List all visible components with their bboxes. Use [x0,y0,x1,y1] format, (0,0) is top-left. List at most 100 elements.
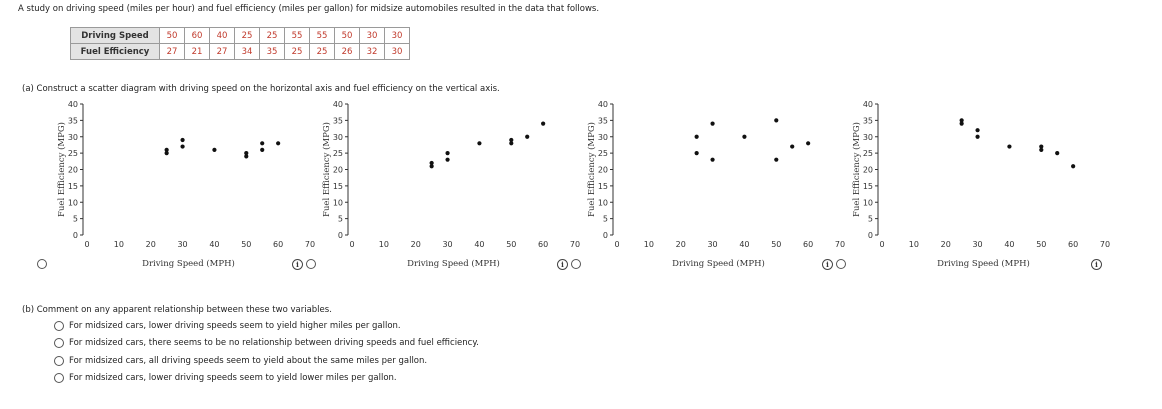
data-point [975,134,980,139]
y-tick-label: 15 [598,182,608,191]
data-point [180,137,185,143]
y-tick-label: 10 [68,198,78,207]
table-cell: 30 [384,27,410,44]
table-cell: 25 [309,43,335,60]
radio-button[interactable] [54,373,64,383]
data-table: Driving Speed 50 60 40 25 25 55 55 50 30… [70,27,410,60]
plot-radio-2[interactable] [306,259,316,269]
y-tick-label: 0 [868,231,873,240]
x-tick-label: 40 [474,240,484,249]
option-label: For midsized cars, there seems to be no … [69,338,479,348]
table-cell: 25 [259,27,285,44]
data-point [790,144,795,149]
answer-option-3[interactable]: For midsized cars, all driving speeds se… [54,356,427,366]
scatter-svg: 0 5 10 15 20 25 30 35 40 0 10 20 30 40 50 60 70 Fuel Effi… [56,100,315,269]
table-cell: 30 [359,27,385,44]
scatter-plot-option-2: 0 5 10 15 20 25 30 35 40 0 10 20 30 40 50 60 70 Fuel Effi… [315,96,585,276]
scatter-svg: 0 5 10 15 20 25 30 35 40 0 10 20 30 40 50 60 70 Fuel Effi… [586,100,845,269]
table-cell: 60 [184,27,210,44]
plot-radio-3[interactable] [571,259,581,269]
x-tick-label: 0 [614,240,619,249]
table-cell: 25 [284,43,310,60]
data-point [975,128,980,133]
x-tick-label: 50 [241,240,251,249]
answer-option-1[interactable]: For midsized cars, lower driving speeds … [54,321,401,331]
x-tick-label: 40 [1004,240,1014,249]
y-tick-label: 35 [333,116,343,125]
answer-option-4[interactable]: For midsized cars, lower driving speeds … [54,373,397,383]
y-tick-label: 5 [338,215,343,224]
scatter-plot-option-3: 0 5 10 15 20 25 30 35 40 0 10 20 30 40 50 60 70 Fuel Effi… [580,96,850,276]
info-icon[interactable]: i [292,259,303,270]
data-point [260,147,265,152]
plot-radio-4[interactable] [836,259,846,269]
x-tick-label: 50 [1036,240,1046,249]
data-point [806,141,811,146]
intro-text: A study on driving speed (miles per hour… [18,4,600,14]
y-tick-label: 35 [598,116,608,125]
data-point [710,157,715,162]
x-tick-label: 70 [305,240,315,249]
answer-option-2[interactable]: For midsized cars, there seems to be no … [54,338,479,348]
x-tick-label: 70 [570,240,580,249]
x-tick-label: 60 [273,240,283,249]
x-tick-label: 50 [506,240,516,249]
info-icon[interactable]: i [822,259,833,270]
data-point [429,160,434,166]
option-label: For midsized cars, all driving speeds se… [69,356,428,366]
table-cell: 30 [384,43,410,60]
y-tick-label: 30 [333,133,343,142]
table-cell: 40 [209,27,235,44]
x-tick-label: 30 [972,240,982,249]
scatter-svg: 0 5 10 15 20 25 30 35 40 0 10 20 30 40 50 60 70 Fuel Effi… [321,100,580,269]
radio-button[interactable] [54,321,64,331]
data-point [1039,147,1044,152]
x-axis-label: Driving Speed (MPH) [672,258,765,269]
y-tick-label: 0 [73,231,78,240]
table-row: Driving Speed 50 60 40 25 25 55 55 50 30… [70,27,410,44]
table-cell: 50 [334,27,360,44]
data-point [164,151,169,156]
y-axis-label: Fuel Efficiency (MPG) [586,122,597,217]
part-a-prompt: (a) Construct a scatter diagram with dri… [22,84,500,94]
x-tick-label: 40 [739,240,749,249]
data-point [260,141,265,146]
x-tick-label: 0 [84,240,89,249]
x-tick-label: 10 [644,240,654,249]
x-tick-label: 20 [146,240,156,249]
x-tick-label: 50 [771,240,781,249]
radio-button[interactable] [54,338,64,348]
table-cell: 35 [259,43,285,60]
row-header: Fuel Efficiency [70,43,160,60]
plot-radio-1[interactable] [37,259,47,269]
x-tick-label: 60 [538,240,548,249]
y-tick-label: 40 [333,100,343,109]
data-point [1055,151,1060,156]
y-tick-label: 15 [863,182,873,191]
x-tick-label: 20 [941,240,951,249]
y-tick-label: 40 [68,100,78,109]
data-point [774,118,779,123]
x-tick-label: 0 [349,240,354,249]
data-point [1071,164,1076,169]
info-icon[interactable]: i [1091,259,1102,270]
radio-button[interactable] [54,356,64,366]
scatter-options: 0 5 10 15 20 25 30 35 40 0 10 20 30 40 50 60 70 Fuel Effi… [0,96,1162,276]
y-tick-label: 25 [333,149,343,158]
table-row: Fuel Efficiency 27 21 27 34 35 25 25 26 … [70,43,410,60]
option-label: For midsized cars, lower driving speeds … [69,321,401,331]
table-cell: 25 [234,27,260,44]
y-tick-label: 20 [333,166,343,175]
data-point [694,134,699,139]
y-axis-label: Fuel Efficiency (MPG) [56,122,67,217]
y-tick-label: 30 [598,133,608,142]
table-cell: 27 [209,43,235,60]
y-tick-label: 5 [868,215,873,224]
table-cell: 55 [309,27,335,44]
x-tick-label: 20 [676,240,686,249]
x-tick-label: 20 [411,240,421,249]
data-point [429,164,434,169]
x-tick-label: 70 [1100,240,1110,249]
y-tick-label: 25 [863,149,873,158]
info-icon[interactable]: i [557,259,568,270]
